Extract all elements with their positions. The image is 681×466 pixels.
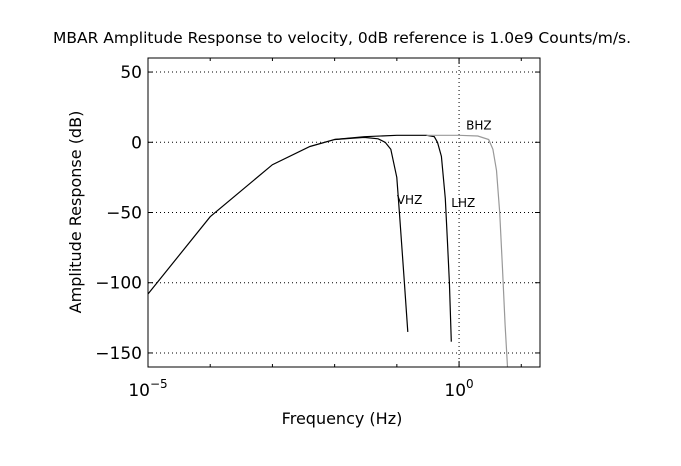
x-tick-base: 10 (128, 381, 150, 401)
series-line-lhz (334, 134, 452, 342)
series-line-bhz (426, 134, 509, 368)
x-tick-labels: 10−5 100 (128, 377, 473, 401)
series-label-bhz: BHZ (466, 119, 491, 133)
series-lines (147, 134, 509, 368)
y-axis-label: Amplitude Response (dB) (66, 111, 85, 314)
plot-frame (147, 57, 541, 368)
x-tick-base: 10 (444, 381, 466, 401)
y-tick-label: 50 (120, 63, 142, 83)
y-tick-label: −150 (95, 344, 142, 364)
series-labels: VHZ LHZ BHZ (397, 119, 492, 210)
y-tick-labels: 50 0 −50 −100 −150 (95, 63, 142, 364)
x-axis-label: Frequency (Hz) (282, 409, 403, 428)
x-tick-label: 100 (444, 377, 473, 401)
grid-lines (148, 58, 540, 367)
series-label-vhz: VHZ (397, 193, 422, 207)
series-label-lhz: LHZ (451, 196, 475, 210)
x-tick-exponent: −5 (150, 377, 168, 391)
x-tick-label: 10−5 (128, 377, 167, 401)
y-tick-label: 0 (131, 133, 142, 153)
series-line-vhz (147, 136, 409, 332)
y-tick-label: −50 (106, 204, 142, 224)
y-tick-label: −100 (95, 274, 142, 294)
x-tick-exponent: 0 (466, 377, 474, 391)
chart-title: MBAR Amplitude Response to velocity, 0dB… (53, 29, 631, 47)
